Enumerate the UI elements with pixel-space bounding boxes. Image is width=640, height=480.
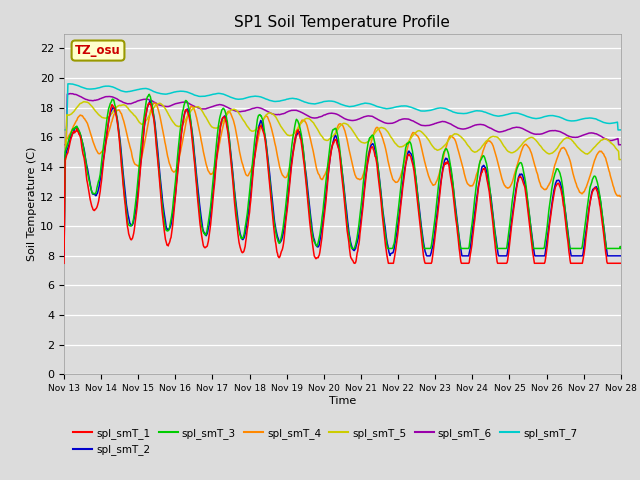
spl_smT_1 — [60, 260, 68, 266]
Line: spl_smT_5: spl_smT_5 — [64, 102, 621, 159]
spl_smT_5 — [286, 133, 294, 139]
spl_smT_6 — [286, 108, 294, 114]
spl_smT_5 — [443, 140, 451, 145]
spl_smT_4 — [443, 142, 451, 147]
spl_smT_1 — [505, 249, 513, 254]
spl_smT_5 — [60, 156, 68, 162]
spl_smT_7 — [65, 81, 72, 87]
spl_smT_6 — [617, 142, 625, 148]
spl_smT_2 — [495, 253, 502, 259]
spl_smT_5 — [495, 136, 502, 142]
Title: SP1 Soil Temperature Profile: SP1 Soil Temperature Profile — [234, 15, 451, 30]
spl_smT_2 — [146, 98, 154, 104]
Line: spl_smT_7: spl_smT_7 — [64, 84, 621, 130]
Legend: spl_smT_1, spl_smT_2, spl_smT_3, spl_smT_4, spl_smT_5, spl_smT_6, spl_smT_7: spl_smT_1, spl_smT_2, spl_smT_3, spl_smT… — [69, 424, 582, 459]
spl_smT_7 — [617, 127, 625, 133]
spl_smT_6 — [443, 120, 451, 125]
spl_smT_3 — [117, 151, 125, 157]
spl_smT_6 — [495, 129, 502, 135]
spl_smT_1 — [145, 100, 153, 106]
spl_smT_6 — [118, 98, 125, 104]
spl_smT_3 — [306, 211, 314, 217]
spl_smT_6 — [60, 142, 68, 148]
spl_smT_2 — [286, 176, 294, 182]
spl_smT_4 — [306, 133, 314, 139]
spl_smT_3 — [60, 246, 68, 252]
spl_smT_1 — [617, 260, 625, 266]
X-axis label: Time: Time — [329, 396, 356, 406]
Line: spl_smT_2: spl_smT_2 — [64, 101, 621, 256]
spl_smT_3 — [617, 246, 625, 252]
spl_smT_2 — [505, 240, 513, 246]
spl_smT_2 — [443, 156, 451, 161]
spl_smT_5 — [505, 149, 513, 155]
spl_smT_4 — [60, 194, 68, 200]
spl_smT_6 — [505, 127, 513, 132]
spl_smT_3 — [495, 246, 502, 252]
spl_smT_4 — [495, 164, 502, 169]
spl_smT_1 — [117, 155, 125, 160]
spl_smT_4 — [117, 110, 125, 116]
spl_smT_4 — [286, 165, 294, 170]
spl_smT_3 — [505, 229, 513, 235]
spl_smT_5 — [118, 102, 125, 108]
spl_smT_6 — [306, 114, 314, 120]
Line: spl_smT_6: spl_smT_6 — [64, 94, 621, 145]
Text: TZ_osu: TZ_osu — [75, 44, 121, 57]
spl_smT_7 — [60, 127, 68, 133]
Line: spl_smT_4: spl_smT_4 — [64, 103, 621, 197]
spl_smT_2 — [117, 145, 125, 151]
Y-axis label: Soil Temperature (C): Soil Temperature (C) — [28, 147, 37, 261]
spl_smT_7 — [443, 106, 451, 112]
spl_smT_1 — [443, 161, 451, 167]
spl_smT_7 — [505, 111, 513, 117]
spl_smT_5 — [617, 156, 625, 162]
spl_smT_5 — [306, 116, 314, 122]
spl_smT_4 — [505, 185, 513, 191]
spl_smT_6 — [67, 91, 74, 96]
Line: spl_smT_1: spl_smT_1 — [64, 103, 621, 263]
spl_smT_7 — [495, 113, 502, 119]
spl_smT_2 — [306, 206, 314, 212]
spl_smT_7 — [118, 88, 125, 94]
spl_smT_4 — [151, 100, 159, 106]
spl_smT_1 — [306, 220, 314, 226]
spl_smT_3 — [145, 91, 153, 97]
spl_smT_1 — [495, 260, 502, 266]
spl_smT_7 — [306, 100, 314, 106]
spl_smT_2 — [60, 253, 68, 259]
spl_smT_7 — [286, 96, 294, 101]
spl_smT_3 — [286, 162, 294, 168]
Line: spl_smT_3: spl_smT_3 — [64, 94, 621, 249]
spl_smT_1 — [286, 181, 294, 187]
spl_smT_5 — [80, 99, 88, 105]
spl_smT_4 — [617, 194, 625, 200]
spl_smT_3 — [443, 146, 451, 152]
spl_smT_2 — [617, 253, 625, 259]
